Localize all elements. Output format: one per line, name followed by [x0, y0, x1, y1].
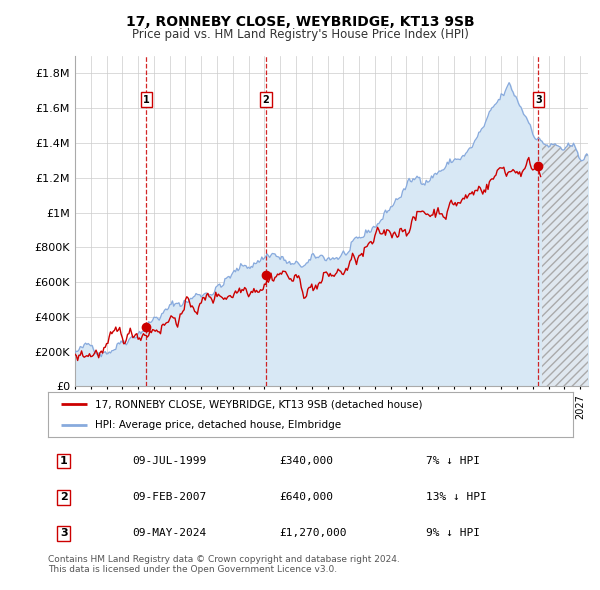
Text: Contains HM Land Registry data © Crown copyright and database right 2024.
This d: Contains HM Land Registry data © Crown c…	[48, 555, 400, 574]
Text: 1: 1	[143, 94, 150, 104]
Text: 9% ↓ HPI: 9% ↓ HPI	[426, 528, 480, 538]
Text: 09-MAY-2024: 09-MAY-2024	[132, 528, 206, 538]
Text: £340,000: £340,000	[279, 456, 333, 466]
Text: 09-JUL-1999: 09-JUL-1999	[132, 456, 206, 466]
Text: 3: 3	[60, 528, 68, 538]
Text: 3: 3	[535, 94, 542, 104]
Text: 2: 2	[60, 492, 68, 502]
Text: 17, RONNEBY CLOSE, WEYBRIDGE, KT13 9SB (detached house): 17, RONNEBY CLOSE, WEYBRIDGE, KT13 9SB (…	[95, 399, 423, 409]
Text: 7% ↓ HPI: 7% ↓ HPI	[426, 456, 480, 466]
Text: 1: 1	[60, 456, 68, 466]
Text: 09-FEB-2007: 09-FEB-2007	[132, 492, 206, 502]
Text: £640,000: £640,000	[279, 492, 333, 502]
Text: 2: 2	[263, 94, 269, 104]
Text: 17, RONNEBY CLOSE, WEYBRIDGE, KT13 9SB: 17, RONNEBY CLOSE, WEYBRIDGE, KT13 9SB	[125, 15, 475, 30]
Text: 13% ↓ HPI: 13% ↓ HPI	[426, 492, 487, 502]
Text: HPI: Average price, detached house, Elmbridge: HPI: Average price, detached house, Elmb…	[95, 419, 341, 430]
Text: Price paid vs. HM Land Registry's House Price Index (HPI): Price paid vs. HM Land Registry's House …	[131, 28, 469, 41]
Text: £1,270,000: £1,270,000	[279, 528, 347, 538]
